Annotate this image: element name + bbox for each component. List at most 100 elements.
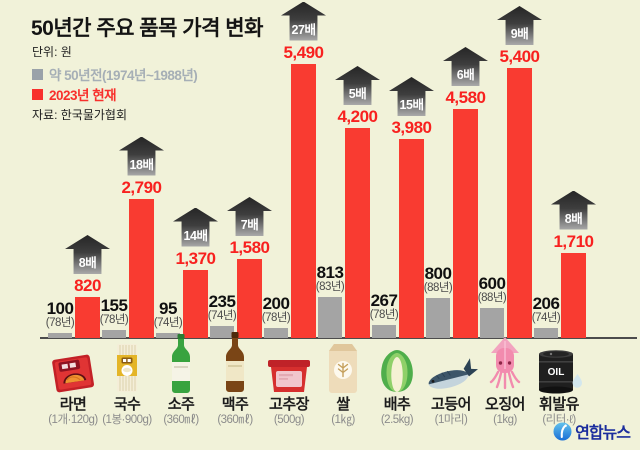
category-name: 고추장	[269, 396, 309, 413]
multiplier-label: 18배	[129, 157, 154, 172]
category-quantity: (2.5kg)	[380, 414, 414, 426]
category-row: 라면 (1개·120g) 국수 (1봉·900g) 소주 (360㎖)	[0, 332, 640, 450]
old-price-value: 600	[478, 274, 506, 293]
old-price-label: 800 (88년)	[410, 265, 466, 295]
ramen-icon	[52, 354, 94, 393]
old-price-value: 155	[100, 296, 128, 316]
category-icon-slot	[316, 338, 370, 394]
category-name: 휘발유	[539, 396, 579, 413]
category-group: 5배 4,200 813 (83년)	[316, 0, 380, 338]
news-brand: 연합뉴스	[553, 419, 631, 443]
mackerel-icon	[428, 358, 478, 389]
old-price-label: 600 (88년)	[464, 275, 520, 305]
category-quantity: (360㎖)	[217, 414, 253, 426]
current-price-label: 5,490	[283, 42, 324, 62]
category-group: 14배 1,370 95 (74년)	[154, 0, 218, 338]
old-price-label: 267 (78년)	[356, 292, 412, 322]
oil-drum-icon: OIL	[539, 350, 582, 394]
current-price-bar	[453, 109, 478, 338]
current-price-bar	[75, 297, 100, 338]
old-price-value: 267	[370, 290, 398, 310]
old-price-value: 100	[46, 299, 74, 318]
current-price-label: 4,200	[337, 107, 378, 126]
multiplier-label: 8배	[564, 211, 583, 226]
beer-bottle-icon	[226, 332, 244, 392]
current-price-label: 1,580	[229, 238, 270, 257]
category-name: 배추	[383, 396, 411, 413]
old-price-year: (78년)	[261, 312, 291, 324]
current-price-label: 1,710	[553, 231, 594, 251]
category-icon-slot	[370, 338, 424, 394]
bar-chart: 8배 820 100 (78년) 18배 2,790 155 (78년) 14배…	[40, 0, 637, 339]
current-price-label: 2,790	[121, 177, 162, 197]
category-group: 7배 1,580 235 (74년)	[208, 0, 272, 338]
multiplier-label: 27배	[291, 22, 316, 37]
category-item: 고등어 (1마리)	[424, 338, 478, 427]
old-price-value: 206	[532, 293, 560, 313]
category-icon-slot	[100, 338, 154, 394]
squid-icon	[489, 337, 521, 390]
current-price-label: 820	[74, 276, 101, 295]
category-group: 8배 1,710 206 (74년)	[532, 0, 596, 338]
category-icon-slot: OIL	[532, 338, 586, 394]
category-item: 라면 (1개·120g)	[46, 338, 100, 427]
gochujang-tub-icon	[268, 360, 310, 392]
category-item: 배추 (2.5kg)	[370, 338, 424, 427]
multiplier-label: 9배	[510, 27, 529, 41]
category-quantity: (1봉·900g)	[102, 414, 152, 426]
category-icon-slot	[154, 334, 208, 394]
category-name: 고등어	[431, 396, 471, 413]
old-price-year: (88년)	[477, 292, 507, 304]
category-quantity: (1개·120g)	[48, 414, 98, 426]
multiplier-badge: 8배	[551, 190, 596, 230]
yonhap-logo-icon	[553, 422, 572, 440]
category-item: 오징어 (1kg)	[478, 337, 532, 427]
category-item: 소주 (360㎖)	[154, 334, 208, 427]
category-icon-slot	[46, 338, 100, 394]
brand-name: 연합뉴스	[575, 425, 631, 442]
old-price-bar	[534, 327, 558, 338]
old-price-year: (74년)	[531, 311, 561, 324]
old-price-bar	[102, 330, 126, 338]
multiplier-label: 6배	[456, 68, 475, 82]
category-item: 맥주 (360㎖)	[208, 332, 262, 427]
old-price-year: (83년)	[315, 281, 345, 294]
old-price-bar	[480, 308, 504, 338]
current-price-bar	[129, 198, 154, 338]
old-price-year: (74년)	[207, 310, 237, 323]
old-price-bar	[48, 333, 72, 338]
unit-label: 단위: 원	[32, 45, 72, 59]
current-price-bar	[561, 252, 586, 338]
multiplier-label: 5배	[348, 87, 367, 101]
old-price-year: (78년)	[99, 314, 129, 327]
old-price-value: 95	[159, 299, 177, 319]
category-name: 소주	[167, 396, 195, 413]
current-price-bar	[345, 128, 370, 338]
old-price-value: 235	[208, 292, 236, 312]
category-group: 18배 2,790 155 (78년)	[100, 0, 164, 338]
category-group: 9배 5,400 600 (88년)	[478, 0, 542, 338]
multiplier-label: 8배	[78, 256, 97, 270]
old-price-value: 813	[316, 263, 344, 283]
category-item: 고추장 (500g)	[262, 338, 316, 427]
old-price-year: (78년)	[45, 317, 75, 329]
legend-item-current: 2023년 현재	[32, 84, 197, 104]
legend-swatch-red	[32, 88, 43, 100]
category-group: 15배 3,980 267 (78년)	[370, 0, 434, 338]
old-price-bar	[426, 298, 450, 338]
current-price-label: 4,580	[445, 88, 486, 107]
category-quantity: (리터·ℓ)	[542, 414, 576, 426]
old-price-label: 95 (74년)	[140, 300, 196, 330]
category-icon-slot	[424, 338, 478, 394]
category-item: OIL 휘발유 (리터·ℓ)	[532, 338, 586, 427]
category-icon-slot	[478, 337, 532, 394]
current-price-label: 1,370	[175, 248, 216, 268]
multiplier-label: 14배	[183, 228, 208, 243]
multiplier-label: 7배	[240, 218, 259, 232]
current-price-label: 5,400	[499, 47, 540, 66]
current-price-bar	[507, 68, 532, 338]
cabbage-icon	[381, 350, 413, 392]
old-price-year: (88년)	[423, 282, 453, 294]
old-price-label: 235 (74년)	[194, 293, 250, 323]
old-price-bar	[372, 324, 396, 338]
